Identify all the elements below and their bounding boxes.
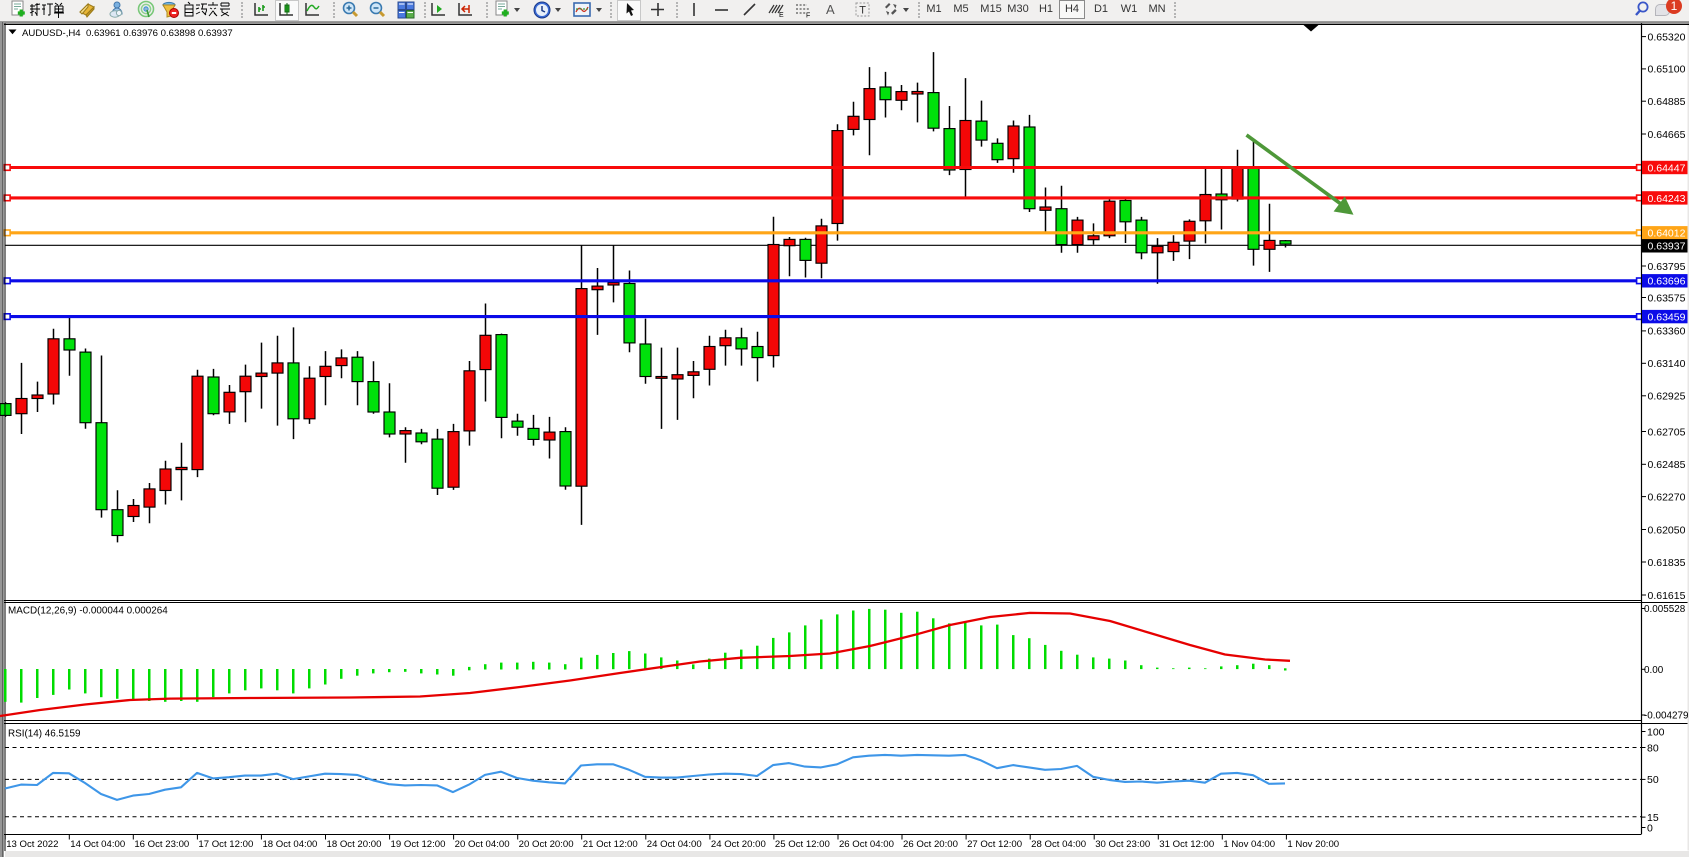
svg-text:0.64012: 0.64012 [1648,228,1686,240]
svg-text:20 Oct 20:00: 20 Oct 20:00 [519,839,574,850]
svg-text:30 Oct 23:00: 30 Oct 23:00 [1095,839,1150,850]
svg-text:21 Oct 12:00: 21 Oct 12:00 [583,839,638,850]
svg-text:0.62270: 0.62270 [1648,491,1686,503]
svg-text:1 Nov 04:00: 1 Nov 04:00 [1223,839,1275,850]
svg-text:0: 0 [1647,822,1653,834]
svg-text:26 Oct 20:00: 26 Oct 20:00 [903,839,958,850]
svg-text:0.63459: 0.63459 [1648,312,1686,324]
svg-text:0.61835: 0.61835 [1648,557,1686,569]
svg-text:0.62925: 0.62925 [1648,391,1686,403]
svg-text:RSI(14) 46.5159: RSI(14) 46.5159 [8,729,81,740]
svg-text:18 Oct 04:00: 18 Oct 04:00 [262,839,317,850]
svg-text:100: 100 [1647,726,1665,738]
svg-text:27 Oct 12:00: 27 Oct 12:00 [967,839,1022,850]
svg-text:24 Oct 04:00: 24 Oct 04:00 [647,839,702,850]
svg-text:0.61615: 0.61615 [1648,590,1686,602]
svg-text:15: 15 [1647,812,1659,824]
svg-text:0.62705: 0.62705 [1648,426,1686,438]
svg-text:0.64665: 0.64665 [1648,129,1686,141]
svg-text:0.65100: 0.65100 [1648,64,1686,76]
svg-text:0.64885: 0.64885 [1648,96,1686,108]
svg-text:0.63140: 0.63140 [1648,358,1686,370]
svg-text:16 Oct 23:00: 16 Oct 23:00 [134,839,189,850]
svg-text:0.64447: 0.64447 [1648,162,1686,174]
svg-text:17 Oct 12:00: 17 Oct 12:00 [198,839,253,850]
svg-text:-0.004279: -0.004279 [1644,711,1689,722]
svg-text:31 Oct 12:00: 31 Oct 12:00 [1159,839,1214,850]
svg-text:1 Nov 20:00: 1 Nov 20:00 [1287,839,1339,850]
svg-text:28 Oct 04:00: 28 Oct 04:00 [1031,839,1086,850]
svg-text:F: F [806,13,810,20]
svg-text:0.65320: 0.65320 [1648,31,1686,43]
svg-text:0.00: 0.00 [1644,665,1664,676]
svg-text:AUDUSD-,H4 0.63961 0.63976 0.: AUDUSD-,H4 0.63961 0.63976 0.63898 0.639… [22,28,233,39]
svg-text:0.62485: 0.62485 [1648,459,1686,471]
svg-text:26 Oct 04:00: 26 Oct 04:00 [839,839,894,850]
svg-text:0.62050: 0.62050 [1648,524,1686,536]
svg-text:0.64243: 0.64243 [1648,193,1686,205]
svg-text:25 Oct 12:00: 25 Oct 12:00 [775,839,830,850]
svg-text:0.63795: 0.63795 [1648,261,1686,273]
svg-text:0.63360: 0.63360 [1648,326,1686,338]
svg-text:0.63575: 0.63575 [1648,292,1686,304]
svg-text:24 Oct 20:00: 24 Oct 20:00 [711,839,766,850]
svg-text:19 Oct 12:00: 19 Oct 12:00 [391,839,446,850]
svg-text:MACD(12,26,9) -0.000044 0.0002: MACD(12,26,9) -0.000044 0.000264 [8,606,168,617]
svg-text:0.005528: 0.005528 [1644,604,1686,615]
svg-text:18 Oct 20:00: 18 Oct 20:00 [327,839,382,850]
svg-text:50: 50 [1647,774,1659,786]
svg-text:14 Oct 04:00: 14 Oct 04:00 [70,839,125,850]
svg-text:13 Oct 2022: 13 Oct 2022 [6,839,58,850]
svg-text:E: E [779,12,784,19]
svg-text:0.63937: 0.63937 [1648,241,1686,253]
svg-text:0.63696: 0.63696 [1648,276,1686,288]
svg-text:20 Oct 04:00: 20 Oct 04:00 [455,839,510,850]
svg-text:T: T [859,5,866,17]
svg-text:80: 80 [1647,742,1659,754]
